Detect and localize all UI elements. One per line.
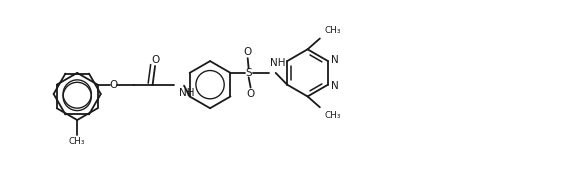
Text: O: O <box>247 89 255 99</box>
Text: CH₃: CH₃ <box>325 111 341 120</box>
Text: S: S <box>246 68 252 78</box>
Text: NH: NH <box>179 88 194 98</box>
Text: O: O <box>243 47 252 57</box>
Text: NH: NH <box>270 58 285 68</box>
Text: CH₃: CH₃ <box>325 26 341 35</box>
Text: N: N <box>332 81 339 91</box>
Text: O: O <box>151 55 160 65</box>
Text: CH₃: CH₃ <box>69 137 85 146</box>
Text: O: O <box>109 80 117 90</box>
Text: N: N <box>332 55 339 65</box>
